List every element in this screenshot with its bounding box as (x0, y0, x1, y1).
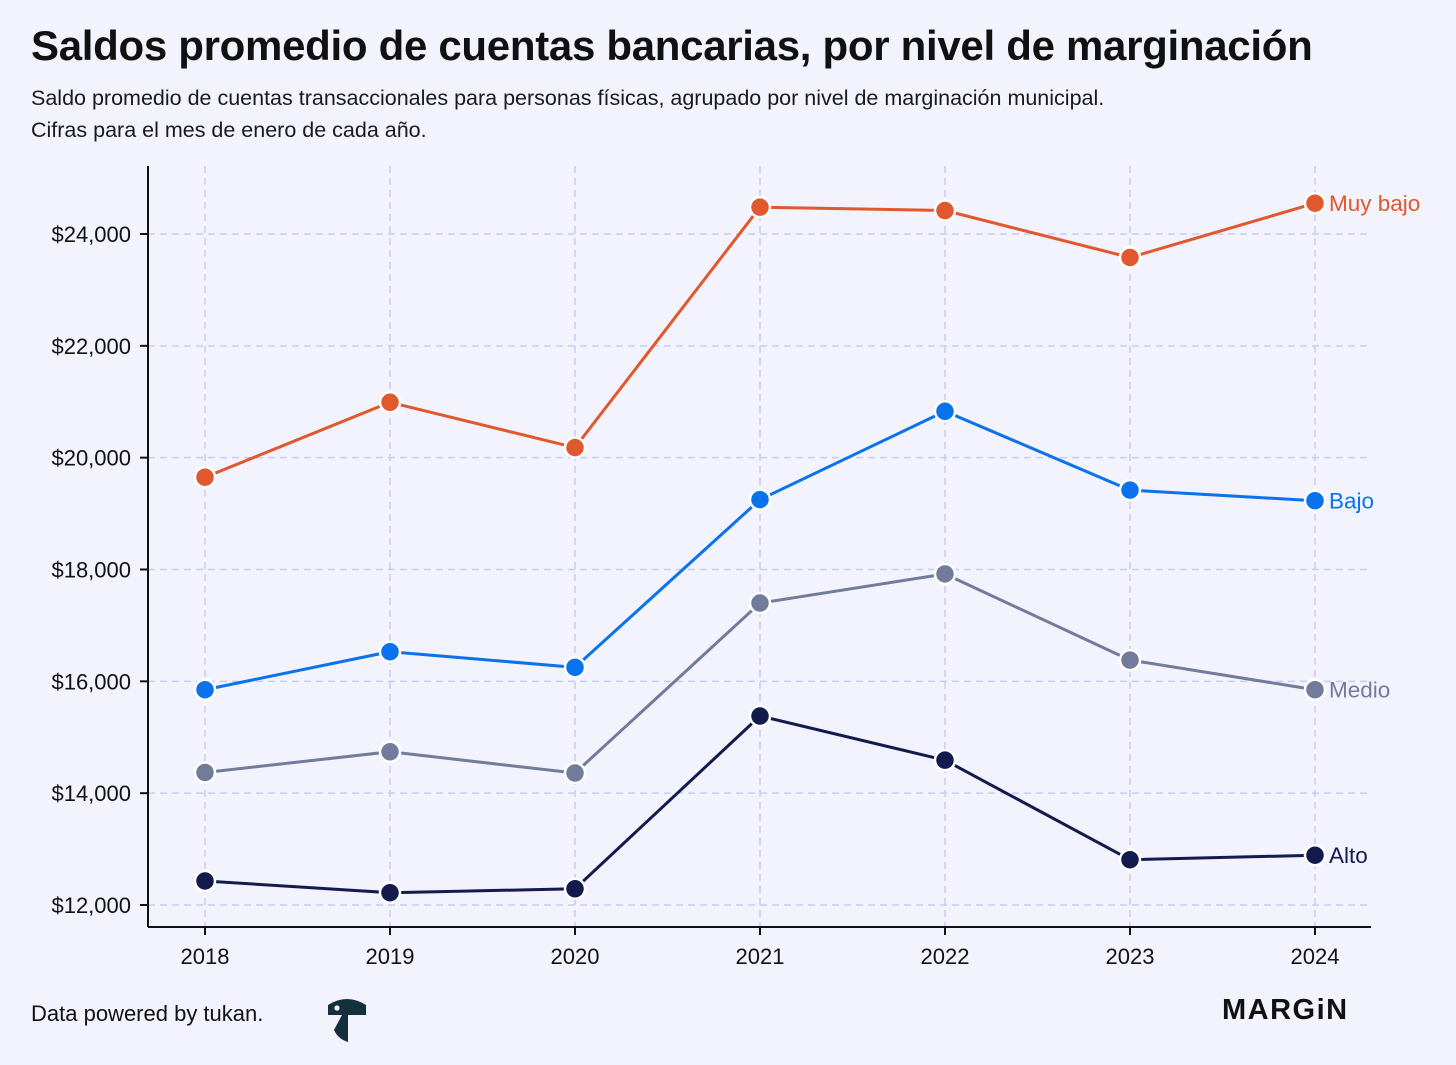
y-tick-label: $14,000 (51, 781, 131, 806)
data-point-medio (933, 562, 957, 586)
series-label-alto: Alto (1329, 843, 1368, 868)
chart-subtitle: Saldo promedio de cuentas transaccionale… (31, 82, 1431, 146)
data-point-bajo (748, 488, 772, 511)
y-tick-label: $20,000 (51, 446, 131, 471)
chart-title: Saldos promedio de cuentas bancarias, po… (31, 22, 1313, 69)
data-point-bajo (563, 656, 587, 679)
data-point-alto (1118, 848, 1142, 871)
x-tick-label: 2019 (366, 944, 415, 969)
x-tick-label: 2018 (181, 944, 230, 969)
y-tick-label: $24,000 (51, 222, 131, 247)
label-layer: Muy bajo Bajo Medio Alto (1329, 191, 1420, 868)
axis-layer: $12,000 $14,000 $16,000 $18,000 $20,000 $22,0… (51, 166, 1371, 969)
data-point-bajo (1303, 489, 1327, 512)
data-point-medio (193, 761, 217, 784)
x-tick-label: 2024 (1291, 944, 1340, 969)
data-point-alto (378, 881, 402, 904)
data-point-bajo (193, 678, 217, 701)
data-credit: Data powered by tukan. (31, 1001, 264, 1026)
data-point-alto (1303, 843, 1327, 867)
data-point-bajo (378, 640, 402, 663)
series-label-medio: Medio (1329, 678, 1390, 703)
x-tick-label: 2021 (736, 944, 785, 969)
x-tick-label: 2022 (921, 944, 970, 969)
x-tick-label: 2023 (1106, 944, 1155, 969)
grid-layer (148, 166, 1371, 927)
series-label-muy-bajo: Muy bajo (1329, 191, 1420, 216)
data-point-alto (748, 704, 772, 728)
data-point-muy-bajo (193, 465, 217, 489)
y-tick-label: $12,000 (51, 893, 131, 918)
subtitle-line-2: Cifras para el mes de enero de cada año. (31, 118, 427, 142)
data-point-bajo (1118, 478, 1142, 502)
data-point-alto (933, 748, 957, 772)
data-point-medio (748, 591, 772, 615)
series-layer (193, 191, 1327, 904)
y-tick-label: $22,000 (51, 334, 131, 359)
data-point-alto (563, 877, 587, 901)
margin-brand-logo: MARGiN (1222, 994, 1349, 1026)
data-point-medio (378, 740, 402, 764)
data-point-alto (193, 869, 217, 893)
data-point-muy-bajo (1303, 191, 1327, 215)
data-point-bajo (933, 400, 957, 423)
data-point-muy-bajo (1118, 246, 1142, 269)
data-point-muy-bajo (563, 436, 587, 459)
y-tick-label: $16,000 (51, 669, 131, 694)
y-tick-label: $18,000 (51, 558, 131, 583)
tukan-logo-icon (328, 999, 366, 1042)
data-point-medio (1303, 678, 1327, 701)
series-label-bajo: Bajo (1329, 489, 1374, 514)
data-point-muy-bajo (933, 199, 957, 222)
data-point-muy-bajo (748, 195, 772, 219)
data-point-medio (1118, 648, 1142, 672)
data-point-medio (563, 761, 587, 785)
subtitle-line-1: Saldo promedio de cuentas transaccionale… (31, 86, 1105, 110)
data-point-muy-bajo (378, 391, 402, 414)
x-tick-label: 2020 (551, 944, 600, 969)
